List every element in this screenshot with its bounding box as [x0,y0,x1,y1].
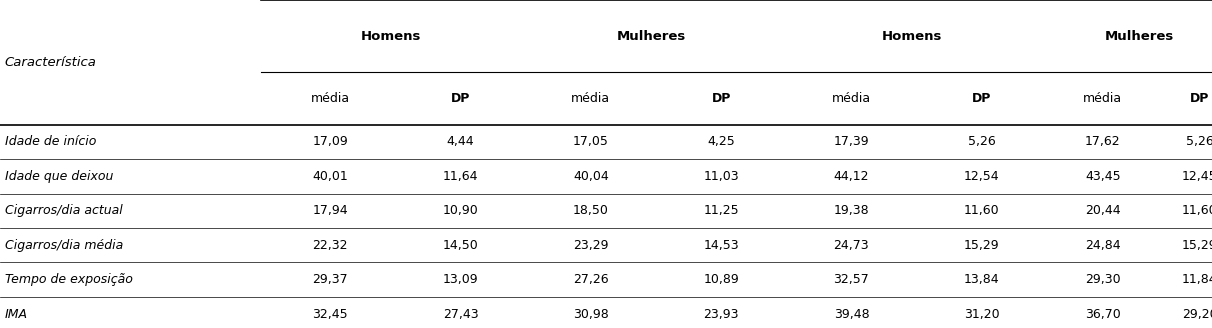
Text: 27,43: 27,43 [442,308,479,320]
Text: 23,29: 23,29 [573,239,608,252]
Text: 17,62: 17,62 [1085,135,1121,148]
Text: 12,45: 12,45 [1182,170,1212,183]
Text: 10,90: 10,90 [442,204,479,217]
Text: Mulheres: Mulheres [1104,30,1174,43]
Text: 11,64: 11,64 [442,170,479,183]
Text: Homens: Homens [882,30,942,43]
Text: 22,32: 22,32 [313,239,348,252]
Text: média: média [310,92,350,105]
Text: Cigarros/dia média: Cigarros/dia média [5,239,124,252]
Text: Idade de início: Idade de início [5,135,96,148]
Text: 11,60: 11,60 [1182,204,1212,217]
Text: Tempo de exposição: Tempo de exposição [5,273,133,286]
Text: 43,45: 43,45 [1085,170,1121,183]
Text: 10,89: 10,89 [703,273,739,286]
Text: 13,09: 13,09 [442,273,479,286]
Text: 24,73: 24,73 [834,239,869,252]
Text: DP: DP [451,92,470,105]
Text: 17,94: 17,94 [313,204,348,217]
Text: 32,57: 32,57 [834,273,869,286]
Text: IMA: IMA [5,308,28,320]
Text: 11,03: 11,03 [703,170,739,183]
Text: 29,30: 29,30 [1085,273,1121,286]
Text: 27,26: 27,26 [573,273,608,286]
Text: 40,01: 40,01 [313,170,348,183]
Text: 14,53: 14,53 [703,239,739,252]
Text: 5,26: 5,26 [1187,135,1212,148]
Text: 30,98: 30,98 [573,308,608,320]
Text: Cigarros/dia actual: Cigarros/dia actual [5,204,122,217]
Text: DP: DP [972,92,991,105]
Text: 24,84: 24,84 [1085,239,1121,252]
Text: 40,04: 40,04 [573,170,608,183]
Text: 29,37: 29,37 [313,273,348,286]
Text: 17,05: 17,05 [573,135,608,148]
Text: 32,45: 32,45 [313,308,348,320]
Text: 36,70: 36,70 [1085,308,1121,320]
Text: 17,39: 17,39 [834,135,869,148]
Text: 5,26: 5,26 [968,135,995,148]
Text: média: média [571,92,611,105]
Text: 39,48: 39,48 [834,308,869,320]
Text: 13,84: 13,84 [964,273,1000,286]
Text: 11,84: 11,84 [1182,273,1212,286]
Text: Mulheres: Mulheres [617,30,686,43]
Text: 23,93: 23,93 [703,308,739,320]
Text: 15,29: 15,29 [1182,239,1212,252]
Text: DP: DP [711,92,731,105]
Text: 11,60: 11,60 [964,204,1000,217]
Text: 4,44: 4,44 [447,135,474,148]
Text: 11,25: 11,25 [703,204,739,217]
Text: 14,50: 14,50 [442,239,479,252]
Text: 31,20: 31,20 [964,308,1000,320]
Text: 15,29: 15,29 [964,239,1000,252]
Text: 20,44: 20,44 [1085,204,1121,217]
Text: 29,20: 29,20 [1182,308,1212,320]
Text: 44,12: 44,12 [834,170,869,183]
Text: média: média [1084,92,1122,105]
Text: média: média [831,92,871,105]
Text: 19,38: 19,38 [834,204,869,217]
Text: 12,54: 12,54 [964,170,1000,183]
Text: Homens: Homens [361,30,421,43]
Text: DP: DP [1190,92,1210,105]
Text: 18,50: 18,50 [573,204,608,217]
Text: 4,25: 4,25 [708,135,734,148]
Text: 17,09: 17,09 [313,135,348,148]
Text: Característica: Característica [5,56,97,69]
Text: Idade que deixou: Idade que deixou [5,170,113,183]
